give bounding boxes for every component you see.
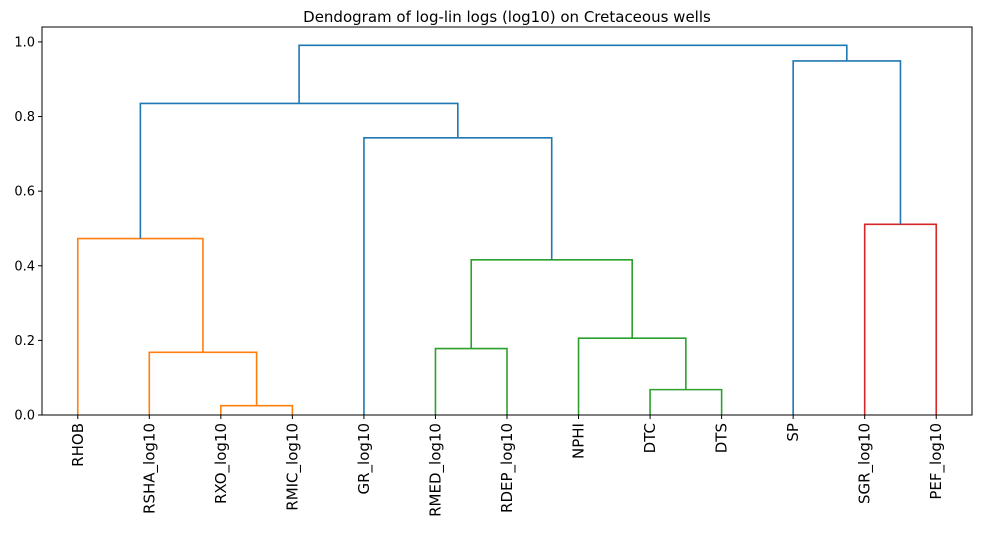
dendrogram-link bbox=[139, 102, 459, 239]
y-tick-label: 0.6 bbox=[14, 185, 35, 200]
dendrogram-link bbox=[792, 60, 902, 415]
plot-frame bbox=[41, 26, 973, 416]
dendrogram-link bbox=[298, 44, 848, 104]
leaf-label: DTC bbox=[641, 423, 659, 453]
y-tick-label: 0.2 bbox=[14, 334, 35, 349]
leaf-label: NPHI bbox=[570, 423, 588, 459]
dendrogram-link bbox=[76, 237, 204, 415]
chart-title: Dendogram of log-lin logs (log10) on Cre… bbox=[303, 8, 711, 26]
leaf-label: RHOB bbox=[69, 423, 87, 467]
leaf-label: PEF_log10 bbox=[927, 423, 946, 500]
x-axis: RHOB RSHA_log10 RXO_log10 RMIC_log10 GR_log1… bbox=[69, 415, 946, 517]
dendrogram-link bbox=[863, 223, 938, 415]
y-tick-label: 1.0 bbox=[14, 35, 35, 50]
dendrogram-link bbox=[470, 259, 633, 349]
dendrogram-link bbox=[434, 347, 508, 415]
y-tick-label: 0.8 bbox=[14, 110, 35, 125]
dendrogram-link bbox=[220, 404, 294, 415]
leaf-label: SP bbox=[784, 423, 802, 442]
leaf-label: SGR_log10 bbox=[856, 423, 875, 504]
leaf-label: RMIC_log10 bbox=[283, 423, 302, 511]
y-tick-label: 0.4 bbox=[14, 259, 35, 274]
leaf-label: RXO_log10 bbox=[212, 423, 231, 504]
y-axis: 0.0 0.2 0.4 0.6 0.8 1.0 bbox=[14, 35, 42, 424]
leaf-label: GR_log10 bbox=[355, 423, 374, 495]
leaf-label: RDEP_log10 bbox=[498, 423, 517, 513]
leaf-label: RMED_log10 bbox=[426, 423, 445, 517]
leaf-label: DTS bbox=[713, 423, 731, 453]
dendrogram-links bbox=[76, 44, 938, 415]
dendrogram-link bbox=[649, 388, 723, 415]
dendrogram-link bbox=[363, 137, 553, 415]
y-tick-label: 0.0 bbox=[14, 409, 35, 424]
dendrogram-link bbox=[577, 337, 687, 415]
leaf-label: RSHA_log10 bbox=[140, 423, 159, 514]
